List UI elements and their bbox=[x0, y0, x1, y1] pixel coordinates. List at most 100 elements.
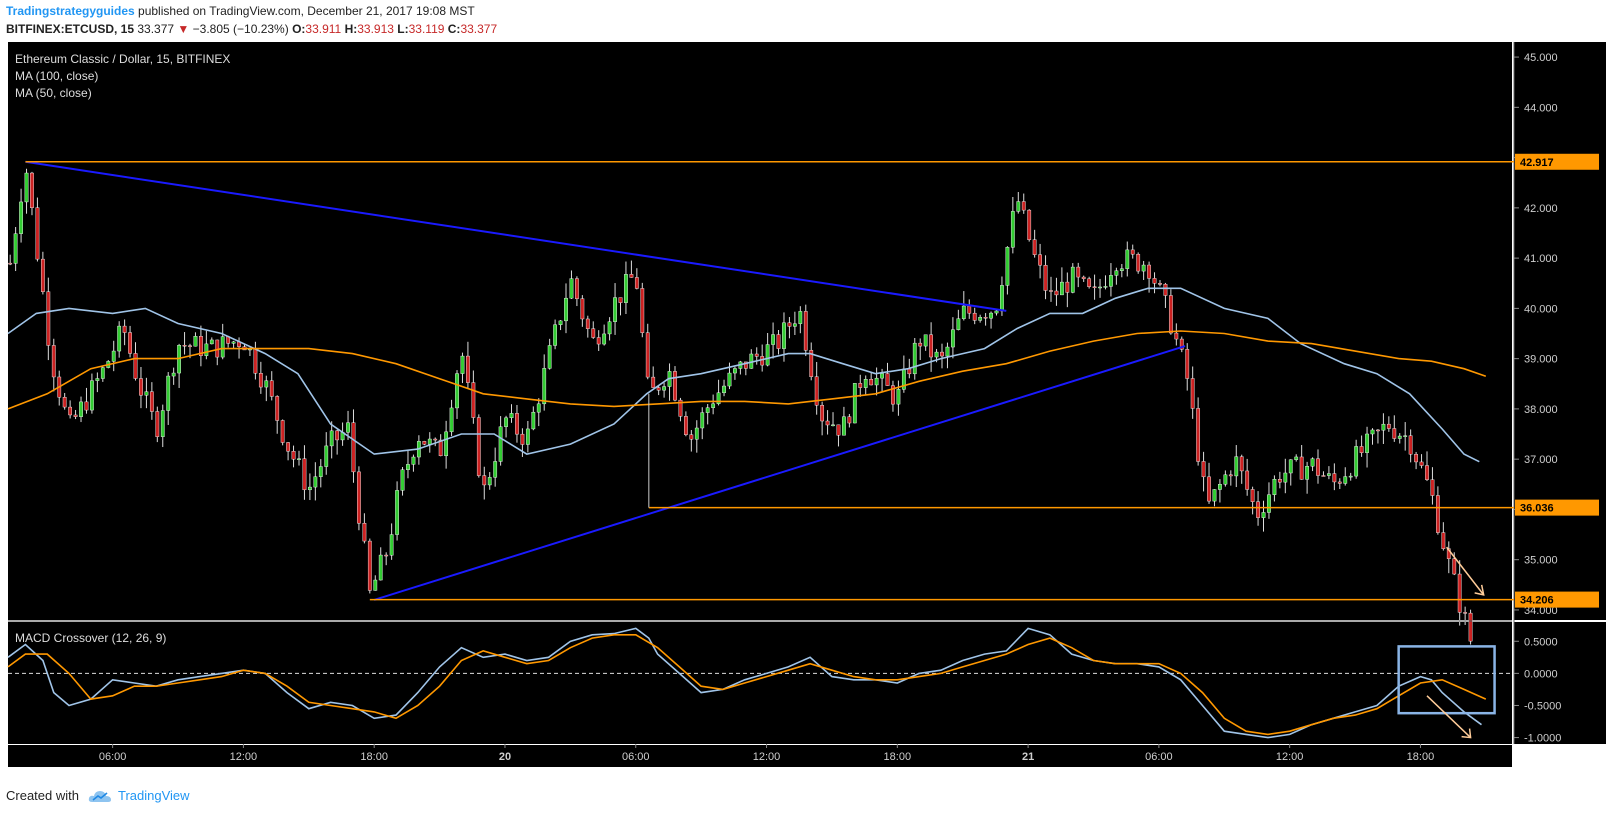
candle-body bbox=[171, 372, 176, 377]
candle-body bbox=[1414, 453, 1418, 463]
candle-down bbox=[1316, 449, 1320, 484]
candle-body bbox=[460, 355, 465, 374]
candle-body bbox=[1152, 278, 1157, 284]
candle-down bbox=[1201, 451, 1206, 492]
macd-arrow-head-icon bbox=[1461, 728, 1472, 739]
candle-up bbox=[1234, 445, 1239, 488]
candle-body bbox=[1272, 479, 1277, 495]
author-link[interactable]: Tradingstrategyguides bbox=[6, 4, 135, 18]
candle-body bbox=[656, 387, 661, 391]
candle-body bbox=[406, 464, 410, 470]
candle-body bbox=[520, 433, 525, 445]
candle-body bbox=[1092, 286, 1097, 288]
candle-body bbox=[929, 334, 933, 358]
level-label: 36.036 bbox=[1520, 503, 1554, 515]
candle-body bbox=[193, 336, 198, 347]
candle-body bbox=[711, 403, 716, 408]
candle-body bbox=[427, 438, 432, 445]
candle-body bbox=[422, 441, 427, 445]
candle-up bbox=[1114, 267, 1119, 285]
open-value: 33.911 bbox=[305, 22, 342, 36]
candle-down bbox=[575, 276, 579, 307]
candle-body bbox=[1452, 558, 1457, 575]
candle-body bbox=[166, 375, 171, 411]
candle-down bbox=[367, 538, 372, 594]
candle-body bbox=[1098, 286, 1102, 289]
candle-body bbox=[1038, 254, 1042, 266]
candle-body bbox=[1223, 474, 1228, 485]
candle-down bbox=[515, 404, 519, 443]
candle-up bbox=[264, 375, 269, 402]
candle-body bbox=[1321, 475, 1326, 477]
high-label: H: bbox=[344, 22, 358, 36]
candle-body bbox=[1119, 268, 1124, 271]
signal-line bbox=[7, 634, 1487, 736]
candle-body bbox=[716, 392, 721, 405]
candle-up bbox=[1223, 470, 1228, 487]
ma50-legend: MA (50, close) bbox=[15, 86, 92, 100]
candle-body bbox=[1185, 349, 1190, 379]
chart-area[interactable]: 34.00035.00036.00037.00038.00039.00040.0… bbox=[0, 0, 1606, 770]
candle-body bbox=[869, 379, 874, 386]
time-tick-label: 20 bbox=[499, 751, 511, 763]
candle-body bbox=[1354, 446, 1359, 477]
candle-up bbox=[536, 398, 541, 427]
candle-body bbox=[782, 322, 786, 349]
candle-up bbox=[504, 415, 508, 438]
candle-body bbox=[722, 385, 726, 394]
candle-body bbox=[825, 420, 830, 426]
candle-body bbox=[634, 277, 639, 289]
candle-up bbox=[705, 403, 710, 425]
candle-body bbox=[30, 172, 34, 208]
candle-body bbox=[1174, 332, 1179, 340]
candle-up bbox=[160, 404, 165, 448]
candle-body bbox=[455, 373, 459, 409]
candle-up bbox=[553, 319, 557, 350]
time-tick-label: 06:00 bbox=[622, 751, 650, 763]
price-tick-label: 40.000 bbox=[1524, 303, 1558, 315]
candle-body bbox=[989, 312, 993, 319]
candle-body bbox=[297, 458, 301, 460]
candle-body bbox=[1016, 201, 1021, 212]
candle-up bbox=[297, 450, 301, 466]
candle-body bbox=[934, 351, 939, 358]
candle-up bbox=[1261, 500, 1266, 532]
candle-down bbox=[302, 445, 307, 500]
candle-down bbox=[803, 304, 808, 357]
candle-body bbox=[1370, 429, 1375, 435]
macd-tick-label: 0.5000 bbox=[1524, 636, 1558, 648]
candle-down bbox=[1408, 429, 1413, 463]
candle-body bbox=[885, 373, 890, 386]
time-tick-label: 18:00 bbox=[1407, 751, 1435, 763]
candle-up bbox=[765, 333, 770, 367]
candle-body bbox=[1305, 466, 1309, 480]
candle-body bbox=[308, 486, 312, 491]
candle-body bbox=[978, 316, 983, 321]
candle-body bbox=[400, 469, 405, 491]
candle-body bbox=[575, 278, 579, 299]
candle-up bbox=[662, 382, 666, 398]
candle-down bbox=[1136, 252, 1141, 274]
candle-up bbox=[400, 467, 405, 496]
candle-body bbox=[62, 397, 67, 408]
macd-tick-label: -0.5000 bbox=[1524, 700, 1561, 712]
candle-up bbox=[19, 188, 23, 243]
tradingview-link[interactable]: TradingView bbox=[118, 788, 190, 803]
candle-body bbox=[411, 456, 416, 465]
candle-down bbox=[1207, 462, 1211, 504]
candle-body bbox=[111, 350, 116, 362]
candle-body bbox=[765, 344, 770, 366]
candle-down bbox=[983, 313, 988, 326]
candle-up bbox=[318, 459, 323, 488]
candle-down bbox=[684, 411, 688, 437]
candle-down bbox=[68, 400, 73, 419]
candle-up bbox=[1305, 461, 1309, 494]
candle-down bbox=[1332, 463, 1337, 491]
candle-down bbox=[1436, 486, 1440, 535]
crossover-highlight-box bbox=[1397, 645, 1496, 715]
candle-down bbox=[585, 315, 590, 338]
candle-up bbox=[1109, 263, 1113, 297]
candle-body bbox=[613, 297, 617, 322]
candle-body bbox=[591, 328, 596, 338]
candle-body bbox=[19, 201, 23, 234]
